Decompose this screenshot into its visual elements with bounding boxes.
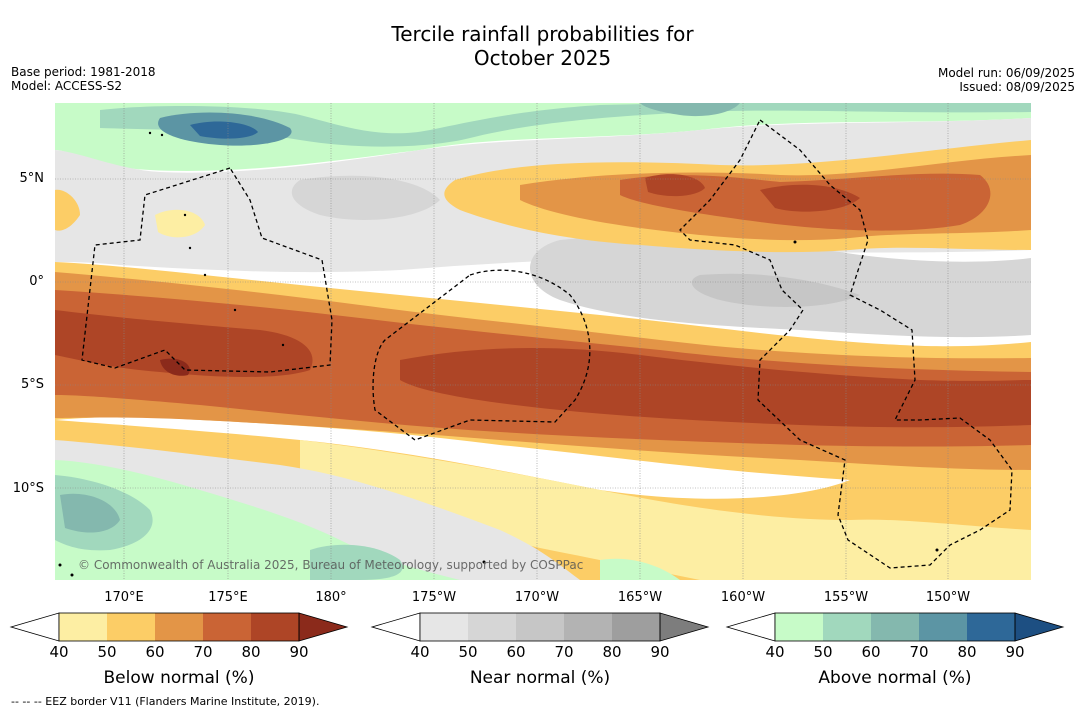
below-normal-tick-60: 60 (145, 643, 165, 661)
lat-label-0: 0° (29, 274, 44, 289)
below-normal-fringe-south (300, 440, 1031, 580)
above-normal-blob-ne (640, 103, 740, 117)
lat-label-5n: 5°N (19, 171, 45, 186)
below-normal-south-core-west (55, 310, 313, 377)
colorbar-above-normal-bin-5 (967, 613, 1015, 641)
near-normal-tick-60: 60 (506, 643, 526, 661)
graticule (55, 103, 1031, 580)
near-normal-tick-40: 40 (410, 643, 430, 661)
lon-label-170w: 170°W (514, 590, 560, 605)
colorbar-near-normal-bin-2 (468, 613, 516, 641)
colorbar-near-normal-bin-3 (516, 613, 564, 641)
colorbar-above-normal-bin-4 (919, 613, 967, 641)
lon-label-180: 180° (315, 590, 347, 605)
near-normal-patch-3 (691, 273, 860, 307)
colorbar-below-normal-bin-1 (59, 613, 107, 641)
colorbar-near-normal-bin-5 (612, 613, 660, 641)
above-normal-tick-50: 50 (813, 643, 833, 661)
colorbar-above-normal-bin-1 (775, 613, 823, 641)
colorbar-below-normal-bin-5 (251, 613, 299, 641)
below-normal-south-core-east (400, 348, 1031, 428)
base-period: Base period: 1981-2018 (11, 65, 156, 79)
colorbar-near-normal-extend-max (659, 612, 710, 642)
eez-border-kiribati-west (81, 167, 333, 373)
above-normal-peak-north (190, 121, 258, 139)
above-normal-region-north-inner (100, 103, 1031, 147)
above-normal-south-green-east (600, 558, 680, 580)
colorbar-near-normal-bin-1 (420, 613, 468, 641)
colorbar-below-normal-bin-3 (155, 613, 203, 641)
colorbar-below-normal (9, 612, 349, 642)
title-line-2: October 2025 (473, 46, 612, 70)
colorbar-below-normal-bin-2 (107, 613, 155, 641)
model-info: Base period: 1981-2018 Model: ACCESS-S2 (11, 65, 156, 93)
probability-map (55, 103, 1031, 580)
near-normal-tick-50: 50 (458, 643, 478, 661)
below-normal-tick-90: 90 (289, 643, 309, 661)
below-normal-patch-nw-2 (155, 209, 205, 238)
colorbar-near-normal-bin-4 (564, 613, 612, 641)
above-normal-south-core (60, 493, 120, 533)
model-run: Model run: 06/09/2025 (937, 66, 1075, 80)
below-normal-patch-nw (55, 189, 80, 231)
lon-label-150w: 150°W (925, 590, 971, 605)
colorbar-near-normal (370, 612, 710, 642)
eez-borders (81, 119, 1013, 569)
colorbar-above-normal-bin-3 (871, 613, 919, 641)
lon-label-170e: 170°E (104, 590, 144, 605)
islands (58, 131, 939, 577)
issued-date: Issued: 08/09/2025 (959, 80, 1075, 94)
near-normal-tick-80: 80 (602, 643, 622, 661)
below-normal-north-peak-1 (645, 174, 705, 197)
above-normal-tick-60: 60 (861, 643, 881, 661)
colorbar-label-below-normal: Below normal (%) (103, 668, 255, 688)
colorbar-below-normal-bin-4 (203, 613, 251, 641)
eez-border-line-islands (679, 119, 1013, 569)
colorbar-above-normal-extend-max (1014, 612, 1065, 642)
below-normal-north-peak-2 (760, 184, 860, 212)
below-normal-tick-40: 40 (49, 643, 69, 661)
below-normal-tick-70: 70 (193, 643, 213, 661)
above-normal-south-east-blob (310, 544, 403, 580)
colorbar-near-normal-extend-min (370, 612, 421, 642)
map-title: Tercile rainfall probabilities for Octob… (0, 22, 1085, 70)
title-line-1: Tercile rainfall probabilities for (391, 22, 694, 46)
colorbar-below-normal-extend-max (298, 612, 349, 642)
colorbar-label-above-normal: Above normal (%) (818, 668, 972, 688)
lat-label-5s: 5°S (20, 377, 44, 392)
lon-label-165w: 165°W (617, 590, 663, 605)
above-normal-tick-80: 80 (957, 643, 977, 661)
near-normal-patch-1 (291, 175, 440, 220)
run-info: Model run: 06/09/2025 Issued: 08/09/2025 (938, 66, 1075, 94)
eez-footer-note: -- -- -- EEZ border V11 (Flanders Marine… (11, 695, 320, 708)
above-normal-tick-40: 40 (765, 643, 785, 661)
colorbar-above-normal-extend-min (725, 612, 776, 642)
colorbar-label-near-normal: Near normal (%) (469, 668, 611, 688)
lat-label-10s: 10°S (12, 481, 44, 496)
colorbar-above-normal (725, 612, 1065, 642)
below-normal-tick-50: 50 (97, 643, 117, 661)
below-normal-tick-80: 80 (241, 643, 261, 661)
lon-label-160w: 160°W (720, 590, 766, 605)
near-normal-tick-70: 70 (554, 643, 574, 661)
colorbar-above-normal-bin-2 (823, 613, 871, 641)
near-normal-tick-90: 90 (650, 643, 670, 661)
below-normal-peak-south (160, 358, 190, 376)
model-name: Model: ACCESS-S2 (11, 79, 123, 93)
lon-label-175e: 175°E (208, 590, 248, 605)
above-normal-tick-90: 90 (1005, 643, 1025, 661)
above-normal-tick-70: 70 (909, 643, 929, 661)
lon-label-175w: 175°W (411, 590, 457, 605)
lon-label-155w: 155°W (823, 590, 869, 605)
colorbar-below-normal-extend-min (9, 612, 60, 642)
copyright-notice: © Commonwealth of Australia 2025, Bureau… (78, 558, 584, 572)
